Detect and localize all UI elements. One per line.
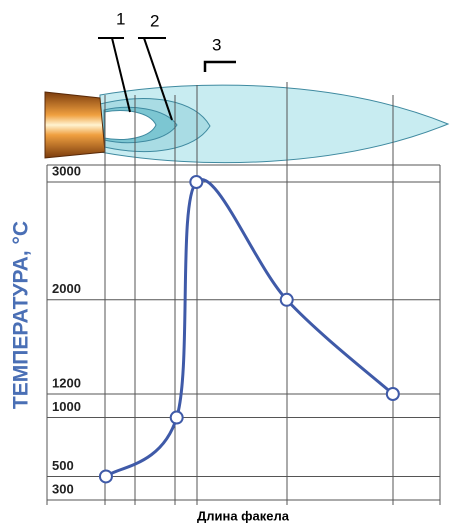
point (279, 292, 294, 307)
y-tick-label: 3000 (52, 163, 81, 178)
y-tick-label: 2000 (52, 281, 81, 296)
annotation: 2 (150, 11, 159, 30)
y-tick-label: 500 (52, 458, 74, 473)
point (98, 469, 113, 484)
series-line (104, 178, 394, 478)
flame-diagram (44, 37, 450, 166)
annotation: 3 (212, 35, 221, 54)
point (169, 410, 184, 425)
y-tick-label: 1000 (52, 399, 81, 414)
y-tick-label: 1200 (52, 375, 81, 390)
y-tick-label: 300 (52, 481, 74, 496)
point (189, 175, 204, 189)
point (385, 387, 400, 401)
x-axis-label: Длина факела (197, 508, 290, 523)
annotation: 1 (116, 9, 125, 28)
y-axis-label: ТЕМПЕРАТУРА, °С (10, 221, 33, 409)
